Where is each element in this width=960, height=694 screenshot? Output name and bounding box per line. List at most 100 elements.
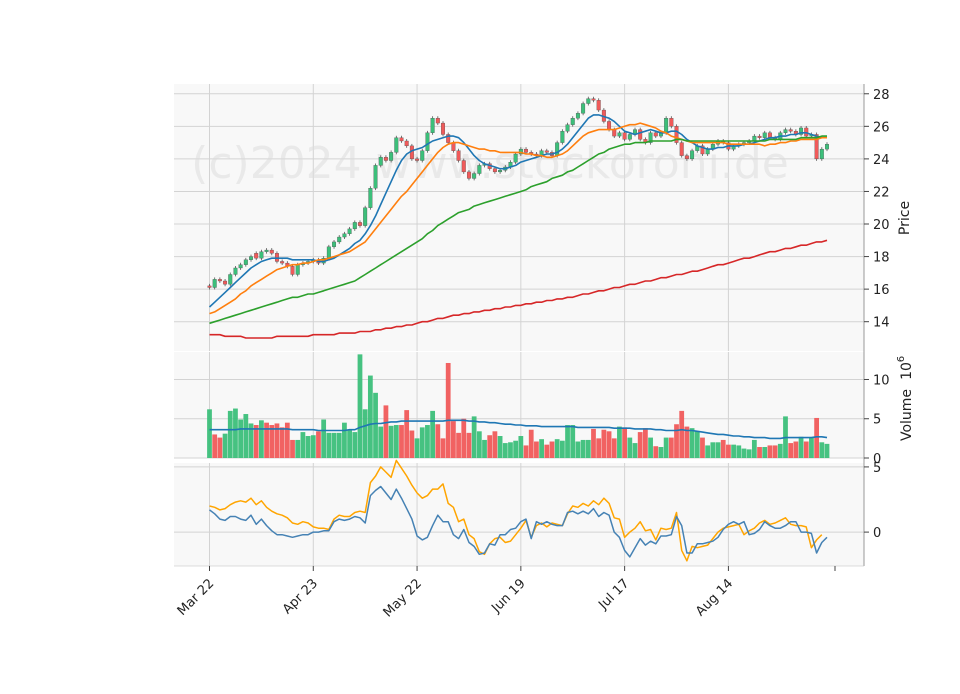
candle-body [622,132,627,140]
candle-body [560,131,565,143]
volume-axis-exponent-base: 10 [899,362,915,380]
volume-bar [528,429,534,458]
volume-bar [648,437,653,458]
volume-bar [450,421,456,458]
candle-body [243,259,248,265]
candle-body [394,137,399,153]
price-ma-fast-line [208,114,827,308]
volume-bar [399,425,404,458]
volume-bar [798,436,804,458]
volume-bar [731,444,736,458]
candle-body [653,132,658,137]
volume-bar [233,408,238,458]
candle-body [617,132,622,137]
price-axis-label: Price [897,201,913,235]
volume-bar [502,443,508,458]
volume-bar [404,410,410,458]
price-tick-label: 26 [873,120,890,135]
volume-bar [440,438,446,458]
volume-bar [632,443,638,458]
volume-bar [331,432,337,458]
volume-bar [809,437,814,458]
volume-bar [700,437,705,458]
candle-body [762,132,767,138]
candle-body [607,121,612,130]
candle-body [757,135,762,138]
candle-body [254,253,259,259]
volume-bar [715,442,721,458]
candle-body [358,222,362,226]
volume-bar [772,445,778,458]
candle-body [555,142,560,156]
candle-body [638,129,643,140]
volume-bars [207,354,830,458]
volume-bar [461,418,467,458]
volume-bar [383,405,389,458]
volume-bar [471,416,477,458]
volume-bar [606,431,612,458]
volume-bar [736,445,742,458]
candle-body [513,153,518,163]
volume-bar [347,430,352,458]
candle-body [259,251,264,259]
candle-body [373,165,378,189]
candle-body [544,150,549,153]
volume-bar [622,427,628,458]
volume-bar [284,422,290,458]
volume-bar [570,425,576,458]
volume-bar [518,436,524,458]
volume-bar [352,432,358,458]
volume-bar [409,430,415,458]
volume-bar [674,424,679,458]
volume-bar [596,438,602,458]
candle-body [420,150,425,161]
candle-body [591,98,596,101]
volume-bar [487,435,493,458]
volume-bar [326,432,332,458]
candle-body [332,241,337,247]
candle-body [207,285,212,288]
volume-bar [300,432,306,458]
candle-body [679,142,684,156]
volume-bar [601,429,607,458]
candle-body [518,148,523,155]
candle-body [441,122,445,135]
candle-body [378,157,383,166]
candle-body [575,113,580,119]
candle-body [280,261,285,264]
candle-body [586,98,591,104]
volume-bar [523,445,529,458]
oscillator-line-line [209,485,828,558]
volume-bar [357,354,363,458]
volume-bar [565,425,570,458]
volume-bar [373,392,378,458]
volume-bar [544,444,550,458]
candle-body [664,118,669,133]
volume-bar [559,440,565,458]
volume-bar [611,438,617,458]
volume-bar [466,432,472,458]
candle-body [492,168,497,173]
price-ma-mid-line [209,122,827,315]
volume-axis-exponent-power: 6 [896,356,907,362]
candle-body [368,188,373,208]
volume-bar [705,445,711,458]
volume-bar [793,441,799,458]
candle-body [212,279,217,288]
volume-bar [803,441,809,458]
volume-bar [767,445,773,458]
volume-bar [575,441,581,458]
candle-body [223,280,228,285]
volume-bar [238,419,244,458]
candle-body [700,145,705,155]
oscillator-tick-label: 5 [873,461,881,476]
volume-bar [207,409,212,458]
volume-bar [243,414,249,458]
candle-body [819,148,824,160]
candle-body [814,134,819,160]
volume-tick-label: 10 [873,373,890,388]
volume-bar [741,448,747,458]
volume-bar [310,435,316,458]
